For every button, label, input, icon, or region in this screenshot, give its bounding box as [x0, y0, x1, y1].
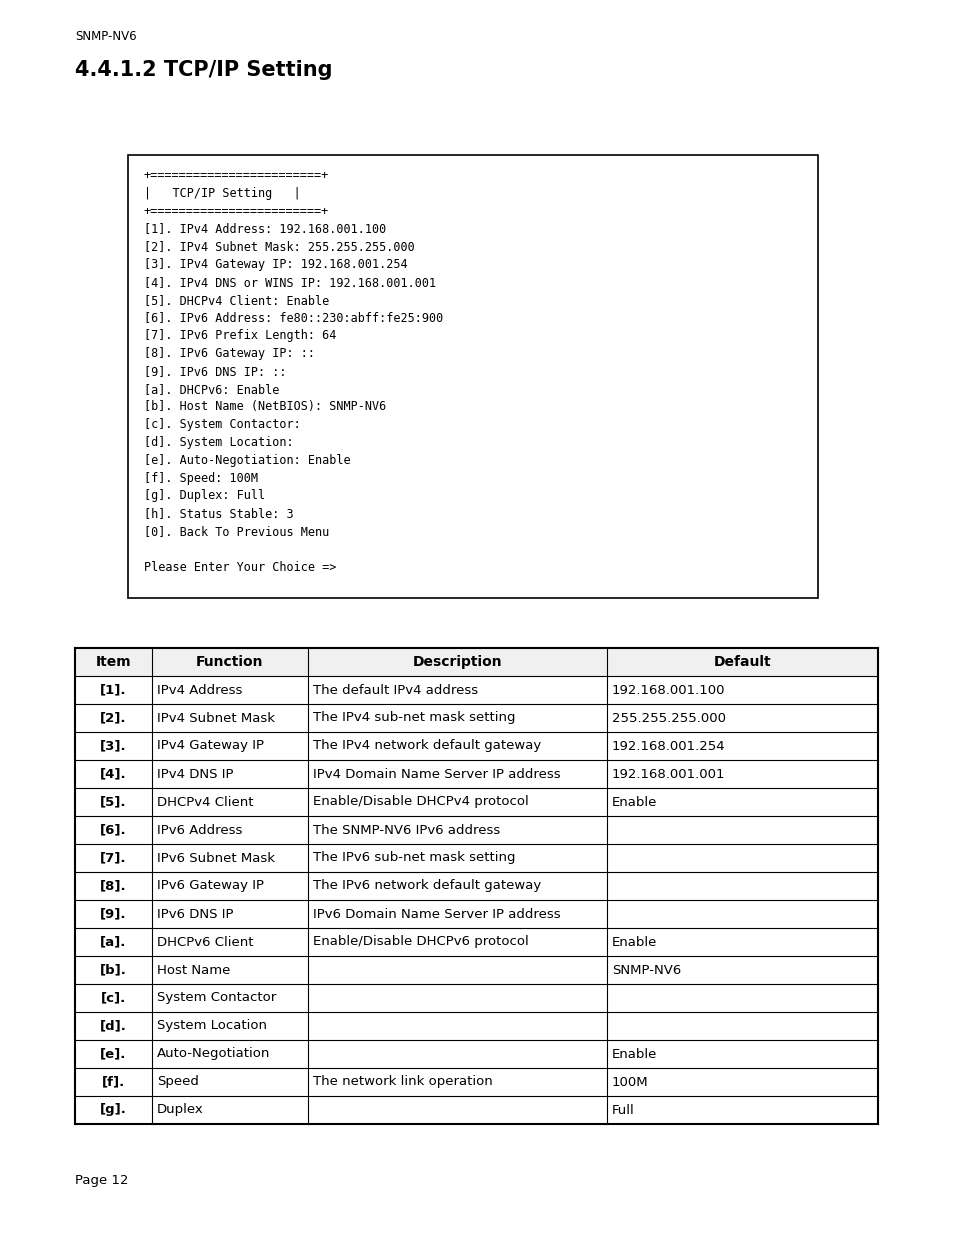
Text: 255.255.255.000: 255.255.255.000	[612, 711, 725, 725]
Text: Function: Function	[196, 655, 263, 669]
Text: Default: Default	[713, 655, 771, 669]
Text: [3].: [3].	[100, 740, 127, 752]
Text: The IPv6 network default gateway: The IPv6 network default gateway	[313, 879, 540, 893]
Text: [b]. Host Name (NetBIOS): SNMP-NV6: [b]. Host Name (NetBIOS): SNMP-NV6	[144, 400, 386, 414]
Text: [g].: [g].	[100, 1104, 127, 1116]
Text: [f]. Speed: 100M: [f]. Speed: 100M	[144, 472, 257, 484]
Text: 192.168.001.254: 192.168.001.254	[612, 740, 725, 752]
Text: Host Name: Host Name	[157, 963, 230, 977]
Text: 4.4.1.2 TCP/IP Setting: 4.4.1.2 TCP/IP Setting	[75, 61, 333, 80]
Text: [e]. Auto-Negotiation: Enable: [e]. Auto-Negotiation: Enable	[144, 453, 351, 467]
Text: [f].: [f].	[102, 1076, 125, 1088]
Text: |   TCP/IP Setting   |: | TCP/IP Setting |	[144, 186, 300, 200]
Text: [c]. System Contactor:: [c]. System Contactor:	[144, 419, 300, 431]
Text: [8].: [8].	[100, 879, 127, 893]
Text: [e].: [e].	[100, 1047, 127, 1061]
Text: SNMP-NV6: SNMP-NV6	[75, 30, 136, 43]
Text: DHCPv4 Client: DHCPv4 Client	[157, 795, 253, 809]
Text: IPv6 Address: IPv6 Address	[157, 824, 242, 836]
Text: [1]. IPv4 Address: 192.168.001.100: [1]. IPv4 Address: 192.168.001.100	[144, 222, 386, 236]
Text: [2]. IPv4 Subnet Mask: 255.255.255.000: [2]. IPv4 Subnet Mask: 255.255.255.000	[144, 240, 415, 253]
Text: Enable: Enable	[612, 1047, 657, 1061]
Text: Enable/Disable DHCPv6 protocol: Enable/Disable DHCPv6 protocol	[313, 935, 528, 948]
Text: Auto-Negotiation: Auto-Negotiation	[157, 1047, 270, 1061]
Text: Please Enter Your Choice =>: Please Enter Your Choice =>	[144, 561, 336, 573]
Text: [a]. DHCPv6: Enable: [a]. DHCPv6: Enable	[144, 383, 279, 395]
Text: The default IPv4 address: The default IPv4 address	[313, 683, 477, 697]
Text: IPv4 Domain Name Server IP address: IPv4 Domain Name Server IP address	[313, 767, 560, 781]
Text: The IPv4 network default gateway: The IPv4 network default gateway	[313, 740, 540, 752]
Text: [d]. System Location:: [d]. System Location:	[144, 436, 294, 450]
Text: [9].: [9].	[100, 908, 127, 920]
Text: 100M: 100M	[612, 1076, 648, 1088]
Text: IPv4 Gateway IP: IPv4 Gateway IP	[157, 740, 264, 752]
Text: [0]. Back To Previous Menu: [0]. Back To Previous Menu	[144, 525, 329, 538]
Text: [6].: [6].	[100, 824, 127, 836]
Text: Item: Item	[95, 655, 132, 669]
Text: [9]. IPv6 DNS IP: ::: [9]. IPv6 DNS IP: ::	[144, 364, 286, 378]
Text: System Location: System Location	[157, 1020, 267, 1032]
Text: IPv6 Subnet Mask: IPv6 Subnet Mask	[157, 851, 274, 864]
Text: +========================+: +========================+	[144, 169, 329, 182]
Text: [7]. IPv6 Prefix Length: 64: [7]. IPv6 Prefix Length: 64	[144, 330, 336, 342]
Text: IPv6 Gateway IP: IPv6 Gateway IP	[157, 879, 264, 893]
Text: [3]. IPv4 Gateway IP: 192.168.001.254: [3]. IPv4 Gateway IP: 192.168.001.254	[144, 258, 407, 270]
Text: IPv4 Address: IPv4 Address	[157, 683, 242, 697]
Text: +========================+: +========================+	[144, 205, 329, 217]
Text: 192.168.001.001: 192.168.001.001	[612, 767, 724, 781]
FancyBboxPatch shape	[128, 156, 817, 598]
Text: IPv6 DNS IP: IPv6 DNS IP	[157, 908, 233, 920]
Text: Enable: Enable	[612, 795, 657, 809]
Text: Duplex: Duplex	[157, 1104, 204, 1116]
Text: The SNMP-NV6 IPv6 address: The SNMP-NV6 IPv6 address	[313, 824, 499, 836]
Text: [g]. Duplex: Full: [g]. Duplex: Full	[144, 489, 265, 503]
Text: System Contactor: System Contactor	[157, 992, 276, 1004]
Text: [d].: [d].	[100, 1020, 127, 1032]
Text: [c].: [c].	[101, 992, 126, 1004]
Text: [4]. IPv4 DNS or WINS IP: 192.168.001.001: [4]. IPv4 DNS or WINS IP: 192.168.001.00…	[144, 275, 436, 289]
Text: [8]. IPv6 Gateway IP: ::: [8]. IPv6 Gateway IP: ::	[144, 347, 314, 359]
Text: Enable: Enable	[612, 935, 657, 948]
Text: [1].: [1].	[100, 683, 127, 697]
Text: 192.168.001.100: 192.168.001.100	[612, 683, 724, 697]
Text: [6]. IPv6 Address: fe80::230:abff:fe25:900: [6]. IPv6 Address: fe80::230:abff:fe25:9…	[144, 311, 443, 325]
Text: SNMP-NV6: SNMP-NV6	[612, 963, 680, 977]
Text: [5]. DHCPv4 Client: Enable: [5]. DHCPv4 Client: Enable	[144, 294, 329, 306]
Text: The IPv6 sub-net mask setting: The IPv6 sub-net mask setting	[313, 851, 515, 864]
Text: [a].: [a].	[100, 935, 127, 948]
Text: Full: Full	[612, 1104, 634, 1116]
Text: Enable/Disable DHCPv4 protocol: Enable/Disable DHCPv4 protocol	[313, 795, 528, 809]
Text: [b].: [b].	[100, 963, 127, 977]
Text: Page 12: Page 12	[75, 1174, 129, 1187]
Text: Description: Description	[413, 655, 502, 669]
Text: Speed: Speed	[157, 1076, 198, 1088]
Text: [7].: [7].	[100, 851, 127, 864]
Text: [4].: [4].	[100, 767, 127, 781]
Text: IPv4 Subnet Mask: IPv4 Subnet Mask	[157, 711, 274, 725]
Text: The network link operation: The network link operation	[313, 1076, 493, 1088]
Text: [h]. Status Stable: 3: [h]. Status Stable: 3	[144, 508, 294, 520]
Text: [2].: [2].	[100, 711, 127, 725]
Text: IPv6 Domain Name Server IP address: IPv6 Domain Name Server IP address	[313, 908, 560, 920]
Text: [5].: [5].	[100, 795, 127, 809]
Text: DHCPv6 Client: DHCPv6 Client	[157, 935, 253, 948]
Text: The IPv4 sub-net mask setting: The IPv4 sub-net mask setting	[313, 711, 515, 725]
Bar	[75, 648, 877, 676]
Text: IPv4 DNS IP: IPv4 DNS IP	[157, 767, 233, 781]
